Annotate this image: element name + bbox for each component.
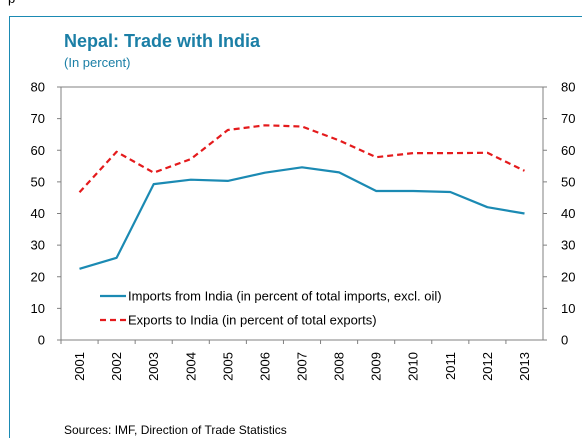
y-tick-label-right: 50 xyxy=(561,174,575,189)
y-tick-label-left: 50 xyxy=(31,174,45,189)
x-tick-label: 2009 xyxy=(369,352,384,381)
x-tick-label: 2005 xyxy=(220,352,235,381)
y-tick-label-right: 70 xyxy=(561,111,575,126)
x-tick-label: 2003 xyxy=(146,352,161,381)
chart-subtitle: (In percent) xyxy=(64,55,131,70)
x-tick-label: 2006 xyxy=(257,352,272,381)
y-tick-label-left: 20 xyxy=(31,269,45,284)
y-tick-label-left: 10 xyxy=(31,301,45,316)
x-tick-label: 2013 xyxy=(517,352,532,381)
y-tick-label-right: 60 xyxy=(561,143,575,158)
x-tick-label: 2008 xyxy=(332,352,347,381)
frame-border-left xyxy=(9,16,10,438)
series-line-imports xyxy=(79,166,525,270)
x-tick-label: 2011 xyxy=(443,352,458,380)
x-tick-label: 2002 xyxy=(109,352,124,381)
x-tick-label: 2007 xyxy=(295,352,310,381)
y-tick-label-right: 10 xyxy=(561,301,575,316)
legend-label: Imports from India (in percent of total … xyxy=(128,289,442,304)
x-tick-label: 2001 xyxy=(72,352,87,381)
x-tick-label: 2010 xyxy=(406,352,421,381)
clipped-text: p xyxy=(8,0,15,6)
y-tick-label-right: 80 xyxy=(561,80,575,95)
y-tick-label-left: 60 xyxy=(31,143,45,158)
y-tick-label-left: 30 xyxy=(31,238,45,253)
x-tick-label: 2004 xyxy=(183,352,198,381)
frame-border-top xyxy=(9,16,582,17)
source-note: Sources: IMF, Direction of Trade Statist… xyxy=(64,423,287,437)
y-tick-label-left: 80 xyxy=(31,80,45,95)
y-tick-label-right: 20 xyxy=(561,269,575,284)
legend-label: Exports to India (in percent of total ex… xyxy=(128,313,377,328)
y-tick-label-left: 40 xyxy=(31,206,45,221)
y-tick-label-right: 0 xyxy=(561,333,568,348)
y-tick-label-right: 40 xyxy=(561,206,575,221)
series-line-exports xyxy=(78,124,525,194)
chart-title: Nepal: Trade with India xyxy=(64,31,261,51)
y-tick-label-left: 70 xyxy=(31,111,45,126)
y-tick-label-right: 30 xyxy=(561,238,575,253)
y-tick-label-left: 0 xyxy=(38,333,45,348)
x-tick-label: 2012 xyxy=(480,352,495,381)
